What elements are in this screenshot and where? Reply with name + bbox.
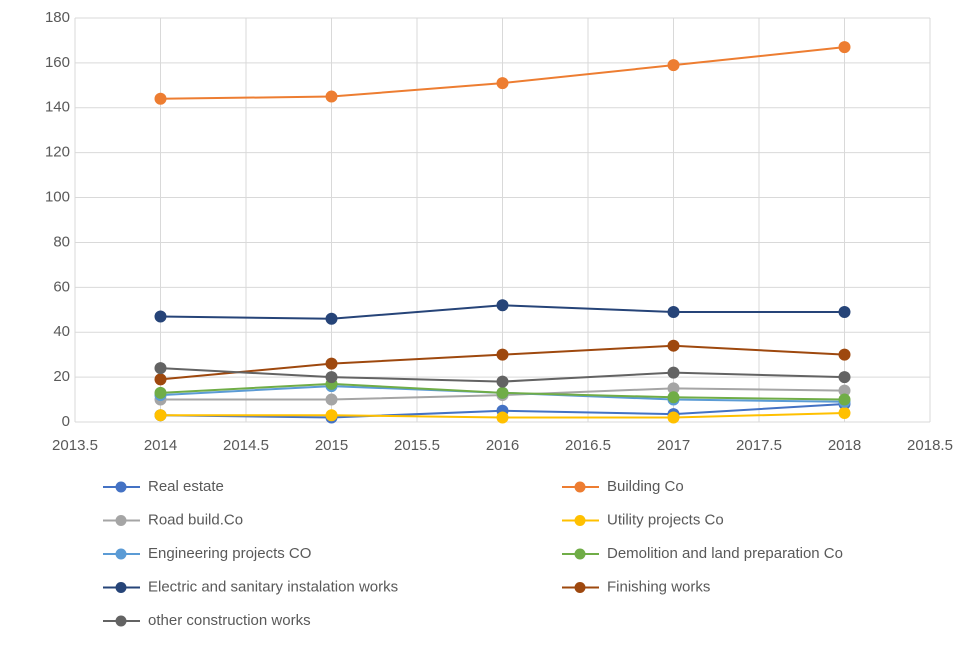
data-point [667, 391, 680, 404]
x-tick-label: 2017 [657, 437, 690, 454]
y-tick-label: 100 [45, 189, 70, 206]
data-point [496, 299, 509, 312]
data-point [154, 373, 167, 386]
legend-label: Building Co [607, 478, 684, 495]
data-point [325, 371, 338, 384]
data-point [496, 375, 509, 388]
legend-label: Finishing works [607, 578, 710, 595]
x-tick-label: 2016.5 [565, 437, 611, 454]
x-tick-label: 2016 [486, 437, 519, 454]
data-point [838, 371, 851, 384]
data-point [154, 386, 167, 399]
legend-marker [115, 548, 127, 560]
data-point [667, 339, 680, 352]
legend-label: Electric and sanitary instalation works [148, 578, 398, 595]
legend-label: Utility projects Co [607, 511, 724, 528]
legend-marker [115, 582, 127, 593]
legend-marker [574, 582, 586, 593]
legend-marker [115, 515, 127, 526]
y-tick-label: 80 [53, 233, 70, 250]
data-point [838, 348, 851, 361]
legend-label: Real estate [148, 478, 224, 495]
legend-marker [574, 515, 586, 526]
y-tick-label: 180 [45, 9, 70, 26]
x-tick-label: 2014.5 [223, 437, 269, 454]
data-point [154, 310, 167, 323]
data-point [667, 59, 680, 72]
data-point [154, 409, 167, 422]
data-point [667, 411, 680, 424]
y-tick-label: 60 [53, 278, 70, 295]
data-point [154, 92, 167, 105]
data-point [496, 386, 509, 399]
y-tick-label: 20 [53, 368, 70, 385]
legend-marker [115, 481, 127, 493]
data-point [154, 362, 167, 375]
data-point [838, 41, 851, 54]
x-tick-label: 2015 [315, 437, 348, 454]
y-tick-label: 140 [45, 99, 70, 116]
data-point [325, 90, 338, 103]
data-point [325, 312, 338, 325]
legend-marker [115, 615, 127, 627]
data-point [325, 409, 338, 422]
y-tick-label: 0 [62, 413, 70, 430]
data-point [667, 382, 680, 395]
x-tick-label: 2013.5 [52, 437, 98, 454]
x-tick-label: 2015.5 [394, 437, 440, 454]
data-point [667, 306, 680, 319]
legend-label: Road build.Co [148, 511, 243, 528]
data-point [325, 357, 338, 370]
legend-label: Demolition and land preparation Co [607, 545, 843, 562]
data-point [667, 366, 680, 379]
y-tick-label: 120 [45, 144, 70, 161]
legend-label: other construction works [148, 612, 311, 629]
data-point [496, 348, 509, 361]
legend-marker [574, 548, 586, 560]
legend-marker [574, 481, 586, 493]
data-point [838, 393, 851, 406]
data-point [496, 411, 509, 424]
x-tick-label: 2018.5 [907, 437, 953, 454]
data-point [325, 393, 338, 406]
y-tick-label: 160 [45, 54, 70, 71]
x-tick-label: 2014 [144, 437, 177, 454]
legend-label: Engineering projects CO [148, 545, 311, 562]
y-tick-label: 40 [53, 323, 70, 340]
data-point [496, 77, 509, 90]
x-tick-label: 2017.5 [736, 437, 782, 454]
data-point [838, 407, 851, 420]
data-point [838, 306, 851, 319]
data-point [838, 384, 851, 397]
x-tick-label: 2018 [828, 437, 861, 454]
